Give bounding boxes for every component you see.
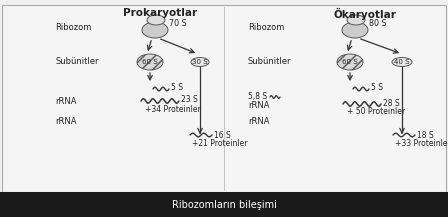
Text: Subünitler: Subünitler — [248, 58, 292, 66]
Text: +21 Proteinler: +21 Proteinler — [192, 138, 247, 148]
Text: Ribozomların bileşimi: Ribozomların bileşimi — [172, 200, 276, 210]
Ellipse shape — [392, 58, 412, 66]
Text: +33 Proteinler: +33 Proteinler — [395, 138, 448, 148]
Text: 60 S: 60 S — [342, 59, 358, 65]
Text: 5,8 S: 5,8 S — [248, 92, 267, 102]
Text: rRNA: rRNA — [55, 117, 77, 127]
Ellipse shape — [137, 54, 163, 70]
Text: + 50 Proteinler: + 50 Proteinler — [347, 107, 405, 117]
Text: 23 S: 23 S — [181, 95, 198, 105]
Text: rRNA: rRNA — [248, 100, 270, 110]
Text: 60 S: 60 S — [142, 59, 158, 65]
Ellipse shape — [342, 22, 368, 38]
Text: 40 S: 40 S — [394, 59, 410, 65]
Text: rRNA: rRNA — [248, 117, 270, 127]
Text: Ribozom: Ribozom — [55, 23, 91, 33]
Text: Subünitler: Subünitler — [55, 58, 99, 66]
Text: Ökaryotlar: Ökaryotlar — [334, 8, 396, 20]
Text: 5 S: 5 S — [371, 84, 383, 92]
Text: Prokaryotlar: Prokaryotlar — [123, 8, 197, 18]
Ellipse shape — [191, 58, 209, 66]
Ellipse shape — [142, 22, 168, 38]
Text: rRNA: rRNA — [55, 97, 77, 105]
Text: 30 S: 30 S — [192, 59, 208, 65]
Ellipse shape — [337, 54, 363, 70]
Text: 28 S: 28 S — [383, 99, 400, 107]
Text: 70 S: 70 S — [169, 20, 187, 28]
Text: 5 S: 5 S — [171, 84, 183, 92]
Text: 16 S: 16 S — [214, 130, 231, 140]
FancyBboxPatch shape — [0, 192, 448, 217]
Text: Ribozom: Ribozom — [248, 23, 284, 33]
Text: +34 Proteinler: +34 Proteinler — [145, 105, 201, 113]
Text: 18 S: 18 S — [417, 130, 434, 140]
Text: 80 S: 80 S — [369, 20, 387, 28]
Ellipse shape — [347, 15, 365, 25]
FancyBboxPatch shape — [2, 5, 446, 192]
Ellipse shape — [147, 15, 165, 25]
